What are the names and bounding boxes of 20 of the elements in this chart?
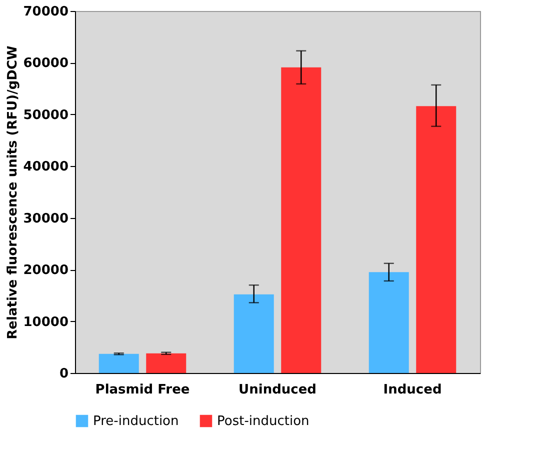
y-tick-label: 40000 (23, 160, 68, 175)
y-tick-label: 0 (59, 366, 68, 382)
y-tick-label: 10000 (23, 314, 68, 330)
y-axis-title: Relative fluorescence units (RFU)/gDCW (5, 46, 20, 340)
x-tick-label: Induced (383, 382, 442, 398)
legend-label: Pre-induction (93, 414, 179, 429)
legend-label: Post-induction (217, 414, 310, 429)
y-tick-label: 50000 (23, 108, 68, 123)
y-tick-label: 60000 (23, 56, 68, 72)
y-tick-label: 30000 (23, 211, 68, 226)
y-tick-label: 70000 (23, 4, 68, 20)
bar (416, 106, 456, 373)
x-tick-label: Plasmid Free (95, 382, 190, 398)
bar (234, 294, 274, 373)
x-tick-label: Uninduced (238, 382, 316, 398)
y-tick-label: 20000 (23, 263, 68, 278)
bar (281, 67, 322, 373)
bar (368, 272, 409, 373)
bar (146, 353, 186, 373)
bar (98, 354, 139, 373)
